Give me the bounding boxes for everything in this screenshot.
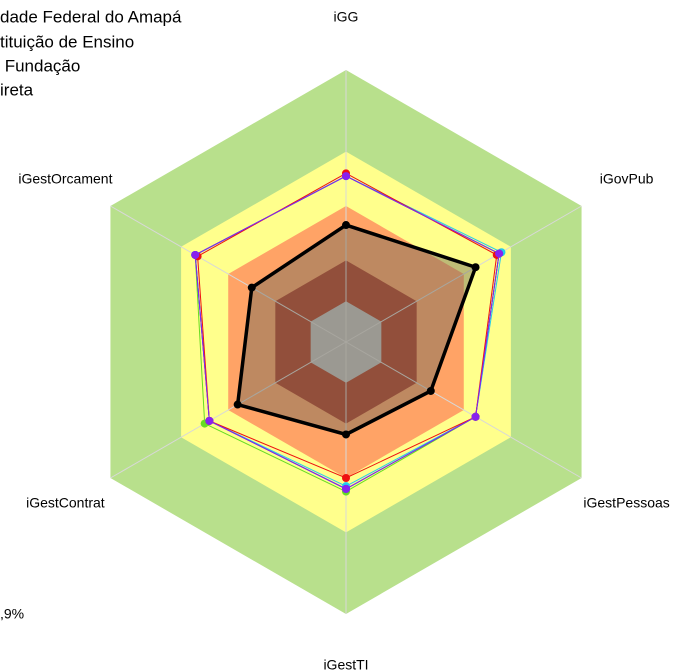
axis-label: iGestOrcament <box>18 171 112 187</box>
legend-text: Fundação <box>0 56 80 75</box>
series-point <box>342 474 350 482</box>
axis-line <box>110 341 347 479</box>
legend-text: ireta <box>0 80 34 99</box>
axis-line <box>345 205 582 343</box>
series-point <box>342 484 350 493</box>
series-point <box>342 221 350 230</box>
series-layer <box>191 169 506 496</box>
axes <box>110 70 582 614</box>
legend-text: dade Federal do Amapá <box>0 7 182 26</box>
series-point <box>426 386 435 395</box>
series-point <box>247 283 256 292</box>
series-point <box>342 172 350 181</box>
axis-label: iGestContrat <box>26 495 105 511</box>
series-point <box>495 249 504 258</box>
legend-text: tituição de Ensino <box>0 32 134 51</box>
series-point <box>205 416 214 425</box>
series-point <box>471 263 480 272</box>
axis-label: iGestTI <box>323 657 368 672</box>
axis-line <box>110 205 347 343</box>
series-point <box>233 400 242 409</box>
note: ,9% <box>0 606 24 622</box>
labels: iGG iGovPub iGestPessoas iGestTI iGestContra… <box>18 9 669 672</box>
axis-label: iGG <box>334 9 359 25</box>
series-point <box>342 430 350 439</box>
series-point <box>471 412 480 421</box>
axis-label: iGovPub <box>600 171 654 187</box>
series-point <box>191 250 200 259</box>
axis-label: iGestPessoas <box>583 495 669 511</box>
axis-line <box>345 341 582 479</box>
